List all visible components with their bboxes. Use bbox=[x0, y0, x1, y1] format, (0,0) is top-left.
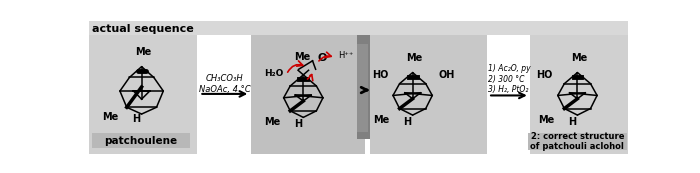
Bar bbox=[92, 133, 190, 148]
Bar bbox=[531, 35, 629, 154]
Text: H₂O: H₂O bbox=[265, 69, 284, 78]
Text: O: O bbox=[317, 53, 326, 63]
Bar bbox=[90, 35, 197, 154]
Bar bbox=[370, 35, 486, 154]
Text: actual sequence: actual sequence bbox=[92, 24, 193, 34]
Text: 2: correct structure
of patchouli aclohol: 2: correct structure of patchouli acloho… bbox=[531, 132, 624, 151]
Text: H: H bbox=[403, 117, 412, 127]
Text: Me: Me bbox=[373, 115, 389, 125]
Text: H: H bbox=[294, 119, 302, 129]
Bar bbox=[90, 21, 629, 35]
Text: CH₃CO₃H
NaOAc, 4 °C: CH₃CO₃H NaOAc, 4 °C bbox=[199, 74, 251, 94]
Text: H⁺⁺: H⁺⁺ bbox=[338, 51, 354, 60]
Text: HO: HO bbox=[372, 70, 388, 80]
Text: Me: Me bbox=[406, 53, 422, 63]
Text: Me: Me bbox=[293, 52, 310, 62]
Text: Me: Me bbox=[102, 112, 118, 122]
Text: Me: Me bbox=[570, 53, 587, 63]
Text: OH: OH bbox=[439, 70, 455, 80]
Bar bbox=[357, 35, 370, 139]
Text: Me: Me bbox=[135, 47, 151, 57]
Text: Me: Me bbox=[538, 115, 554, 125]
Text: 1) Ac₂O, py
2) 300 °C
3) H₂, PtO₂: 1) Ac₂O, py 2) 300 °C 3) H₂, PtO₂ bbox=[488, 64, 530, 94]
Text: HO: HO bbox=[536, 70, 553, 80]
Bar bbox=[528, 133, 626, 150]
Text: H: H bbox=[132, 113, 141, 124]
Bar bbox=[251, 35, 365, 154]
Text: H: H bbox=[568, 117, 576, 127]
Text: Me: Me bbox=[264, 117, 280, 127]
Text: patchoulene: patchoulene bbox=[104, 136, 177, 146]
Bar bbox=[357, 44, 368, 132]
